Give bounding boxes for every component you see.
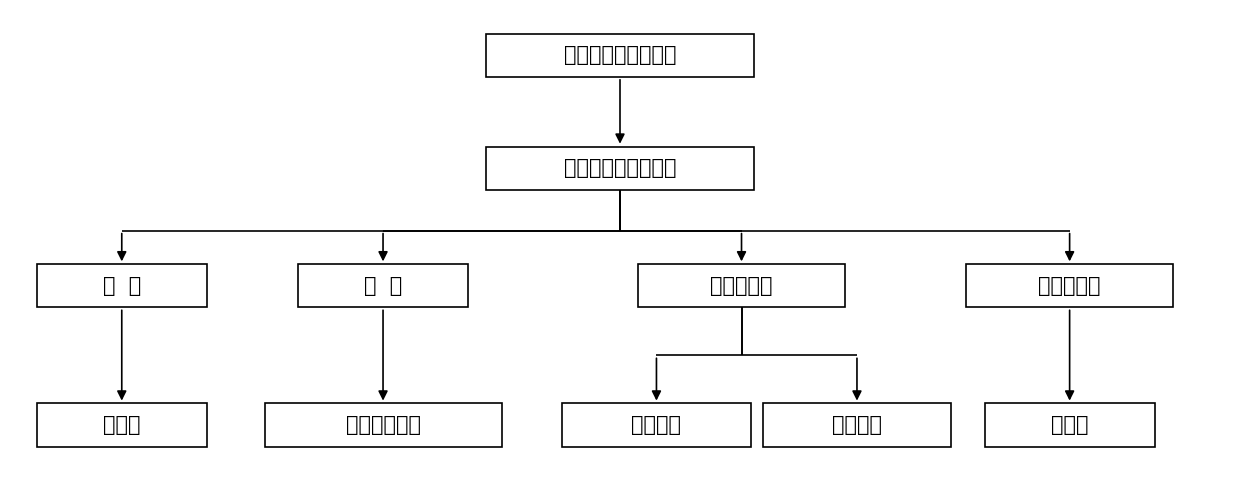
Text: 磨  损: 磨 损 <box>103 276 141 296</box>
FancyBboxPatch shape <box>562 403 750 447</box>
FancyBboxPatch shape <box>639 264 844 307</box>
Text: 燃油调节器故障分类: 燃油调节器故障分类 <box>564 158 676 178</box>
FancyBboxPatch shape <box>264 403 501 447</box>
FancyBboxPatch shape <box>763 403 951 447</box>
Text: 密封件老化: 密封件老化 <box>1038 276 1101 296</box>
Text: 弹簧疲劳断裂: 弹簧疲劳断裂 <box>346 415 420 435</box>
Text: 阀芯卡死: 阀芯卡死 <box>631 415 682 435</box>
Text: 液压油污染: 液压油污染 <box>711 276 773 296</box>
Text: 疲  劳: 疲 劳 <box>363 276 402 296</box>
FancyBboxPatch shape <box>966 264 1173 307</box>
FancyBboxPatch shape <box>486 34 754 77</box>
Text: 外泄漏: 外泄漏 <box>1050 415 1089 435</box>
FancyBboxPatch shape <box>298 264 467 307</box>
Text: 内泄漏: 内泄漏 <box>103 415 140 435</box>
Text: 喷嘴堵塞: 喷嘴堵塞 <box>832 415 882 435</box>
FancyBboxPatch shape <box>486 147 754 190</box>
FancyBboxPatch shape <box>985 403 1154 447</box>
Text: 燃油调节器维修报告: 燃油调节器维修报告 <box>564 45 676 65</box>
FancyBboxPatch shape <box>37 403 207 447</box>
FancyBboxPatch shape <box>37 264 207 307</box>
